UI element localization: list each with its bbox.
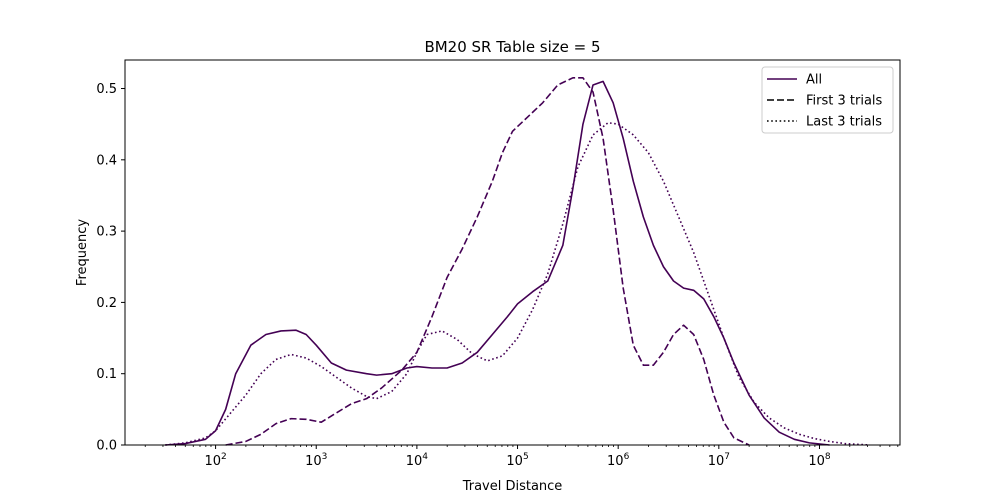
- y-tick-label: 0.2: [96, 296, 117, 311]
- y-tick-label: 0.0: [96, 439, 117, 454]
- x-tick-exponent: 7: [724, 452, 730, 462]
- x-tick-base: 10: [506, 454, 523, 469]
- x-tick-label: 107: [708, 452, 730, 469]
- y-tick-label: 0.5: [96, 82, 117, 97]
- y-axis-label: Frequency: [75, 219, 90, 286]
- x-tick-base: 10: [607, 454, 624, 469]
- series-line-3: [165, 121, 870, 446]
- legend-label-3: Last 3 trials: [806, 115, 882, 130]
- y-tick-label: 0.1: [96, 367, 117, 382]
- x-tick-base: 10: [808, 454, 825, 469]
- plot-area: [165, 77, 870, 446]
- x-tick-exponent: 2: [221, 452, 227, 462]
- legend-box: [761, 66, 894, 134]
- x-tick-exponent: 4: [422, 452, 428, 462]
- chart-title: BM20 SR Table size = 5: [424, 38, 600, 56]
- x-tick-exponent: 8: [825, 452, 831, 462]
- x-tick-label: 106: [607, 452, 630, 469]
- x-tick-label: 102: [204, 452, 226, 469]
- x-tick-base: 10: [204, 454, 221, 469]
- axes-frame: [124, 59, 901, 446]
- legend-label-2: First 3 trials: [806, 94, 883, 109]
- x-axis-label: Travel Distance: [462, 479, 563, 494]
- x-tick-exponent: 5: [523, 452, 529, 462]
- x-tick-base: 10: [708, 454, 725, 469]
- y-tick-label: 0.3: [96, 225, 117, 240]
- legend: All First 3 trials Last 3 trials: [761, 66, 894, 134]
- series-line-1: [165, 80, 830, 446]
- y-tick-label: 0.4: [96, 153, 117, 168]
- series-line-2: [225, 77, 750, 446]
- legend-label-1: All: [806, 73, 822, 88]
- x-tick-base: 10: [305, 454, 322, 469]
- x-tick-exponent: 6: [624, 452, 630, 462]
- x-tick-exponent: 3: [322, 452, 328, 462]
- x-tick-label: 105: [506, 452, 528, 469]
- x-tick-label: 103: [305, 452, 327, 469]
- x-tick-label: 108: [808, 452, 831, 469]
- x-tick-base: 10: [406, 454, 423, 469]
- x-tick-label: 104: [406, 452, 429, 469]
